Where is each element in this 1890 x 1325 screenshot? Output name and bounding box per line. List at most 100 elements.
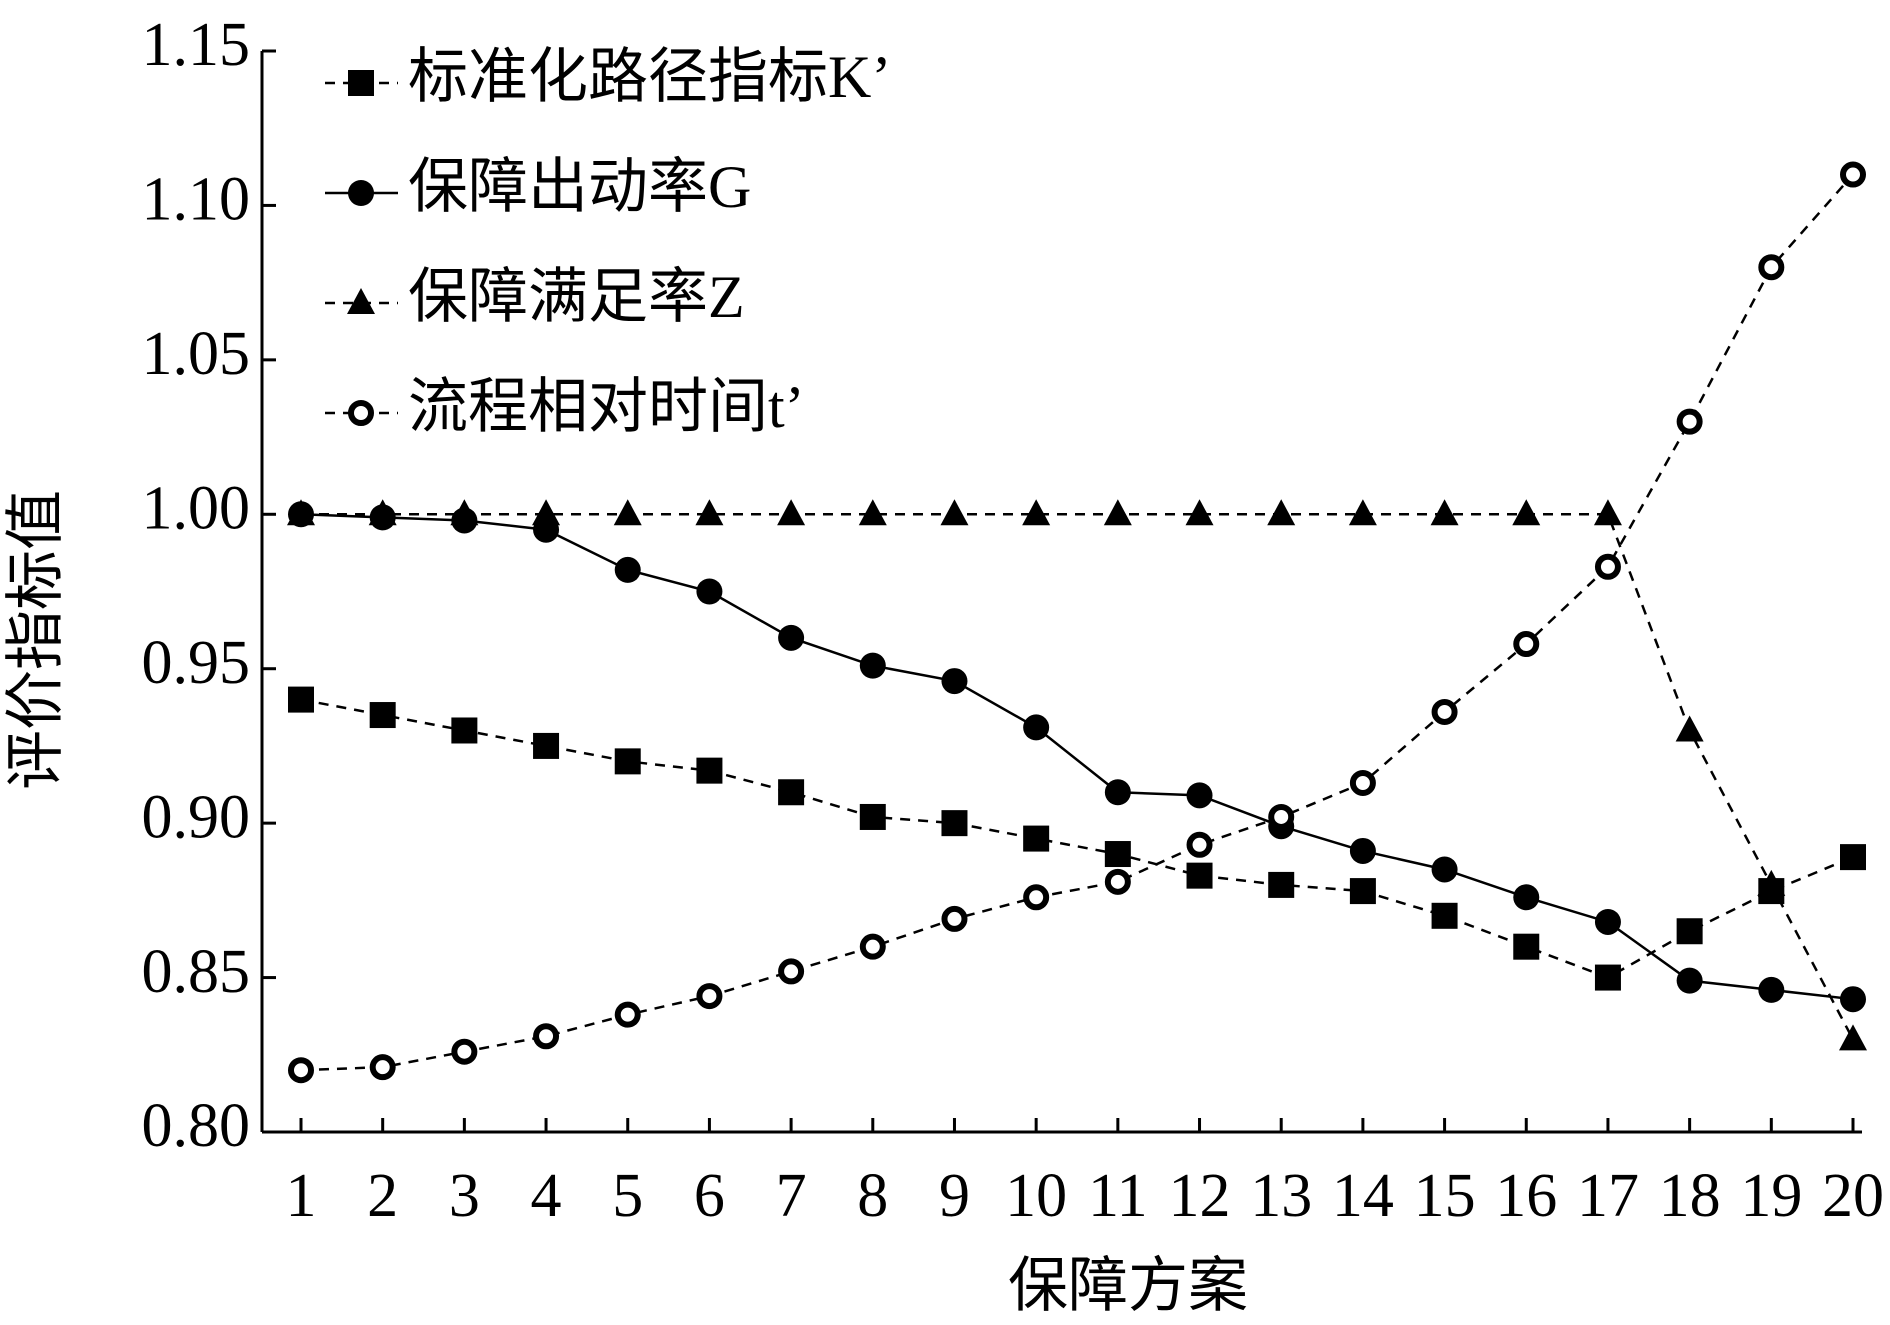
data-point: [1840, 844, 1866, 871]
data-point: [1103, 499, 1132, 526]
data-point: [1104, 868, 1131, 895]
data-point: [859, 803, 886, 830]
data-point: [940, 499, 969, 526]
data-point: [1839, 1024, 1867, 1051]
data-point: [1594, 964, 1621, 991]
x-tick-label: 15: [1414, 1162, 1476, 1230]
legend-label: 流程相对时间t’: [408, 374, 805, 440]
y-tick-label: 1.10: [142, 166, 251, 234]
legend-marker: [348, 70, 374, 96]
data-point: [613, 499, 642, 526]
data-point: [778, 779, 805, 806]
series-line: [300, 173, 1854, 1072]
data-point: [369, 702, 396, 729]
data-point: [533, 1023, 560, 1050]
data-point: [1512, 499, 1541, 526]
data-point: [1268, 803, 1295, 830]
legend-label: 保障出动率G: [408, 154, 751, 220]
data-point: [1593, 499, 1622, 526]
data-point: [941, 905, 968, 932]
data-point: [1676, 408, 1703, 435]
x-tick-label: 20: [1822, 1162, 1884, 1230]
data-point: [450, 499, 479, 526]
data-point: [1022, 499, 1051, 526]
data-point: [1758, 976, 1785, 1003]
series-line: [301, 513, 1855, 1040]
data-point: [451, 1038, 478, 1065]
data-point: [1840, 986, 1866, 1013]
series-line: [300, 513, 1854, 1001]
data-point: [1267, 499, 1296, 526]
y-tick-label: 0.90: [142, 783, 251, 851]
data-point: [696, 578, 723, 605]
data-point: [858, 499, 887, 526]
x-tick-label: 5: [612, 1162, 643, 1230]
x-tick-label: 12: [1169, 1162, 1231, 1230]
data-point: [287, 499, 315, 526]
data-point: [941, 810, 968, 837]
x-tick-label: 6: [694, 1162, 725, 1230]
y-tick-label: 1.15: [142, 11, 251, 79]
data-point: [1431, 698, 1458, 725]
data-point: [451, 717, 478, 744]
x-tick-label: 13: [1250, 1162, 1312, 1230]
y-tick-label: 1.05: [142, 320, 251, 388]
x-tick-label: 4: [531, 1162, 562, 1230]
data-point: [1758, 254, 1785, 281]
legend-marker: [347, 288, 375, 314]
data-point: [859, 652, 886, 679]
data-point: [1023, 714, 1050, 741]
x-tick-label: 14: [1332, 1162, 1394, 1230]
data-point: [1186, 782, 1213, 809]
legend-label: 保障满足率Z: [408, 264, 745, 330]
data-point: [1430, 499, 1459, 526]
data-point: [778, 958, 805, 985]
x-tick-label: 2: [367, 1162, 398, 1230]
data-point: [1348, 499, 1377, 526]
data-point: [1431, 902, 1458, 929]
data-point: [1431, 856, 1458, 883]
data-point: [532, 499, 561, 526]
x-tick-label: 18: [1659, 1162, 1721, 1230]
data-point: [1513, 631, 1540, 658]
y-tick-label: 0.95: [142, 629, 251, 697]
x-axis-title: 保障方案: [1008, 1253, 1248, 1319]
x-tick-label: 7: [776, 1162, 807, 1230]
data-point: [1104, 779, 1131, 806]
x-tick-label: 19: [1740, 1162, 1802, 1230]
data-point: [1349, 837, 1376, 864]
data-point: [1349, 769, 1376, 796]
y-tick-label: 0.80: [142, 1092, 251, 1160]
data-point: [368, 499, 397, 526]
data-point: [1676, 967, 1703, 994]
data-point: [1023, 825, 1050, 852]
x-tick-label: 9: [939, 1162, 970, 1230]
data-point: [288, 1057, 314, 1084]
legend-marker: [348, 400, 374, 426]
y-tick-label: 0.85: [142, 938, 251, 1006]
data-point: [1513, 933, 1540, 960]
data-point: [696, 983, 723, 1010]
data-point: [369, 1054, 396, 1081]
x-tick-label: 10: [1005, 1162, 1067, 1230]
data-point: [1349, 878, 1376, 905]
data-point: [1186, 862, 1213, 889]
data-point: [941, 668, 968, 695]
x-tick-label: 3: [449, 1162, 480, 1230]
y-tick-label: 1.00: [142, 475, 251, 543]
data-point: [695, 499, 724, 526]
data-point: [1268, 871, 1295, 898]
y-axis-title: 评价指标值: [3, 490, 69, 790]
x-tick-label: 8: [857, 1162, 888, 1230]
data-point: [1675, 715, 1704, 742]
x-tick-label: 1: [286, 1162, 317, 1230]
data-point: [288, 686, 314, 713]
data-point: [1023, 884, 1050, 911]
data-point: [777, 499, 806, 526]
data-point: [614, 1001, 641, 1028]
data-point: [1757, 869, 1786, 896]
data-point: [1594, 553, 1621, 580]
data-point: [1513, 884, 1540, 911]
x-tick-label: 16: [1495, 1162, 1557, 1230]
